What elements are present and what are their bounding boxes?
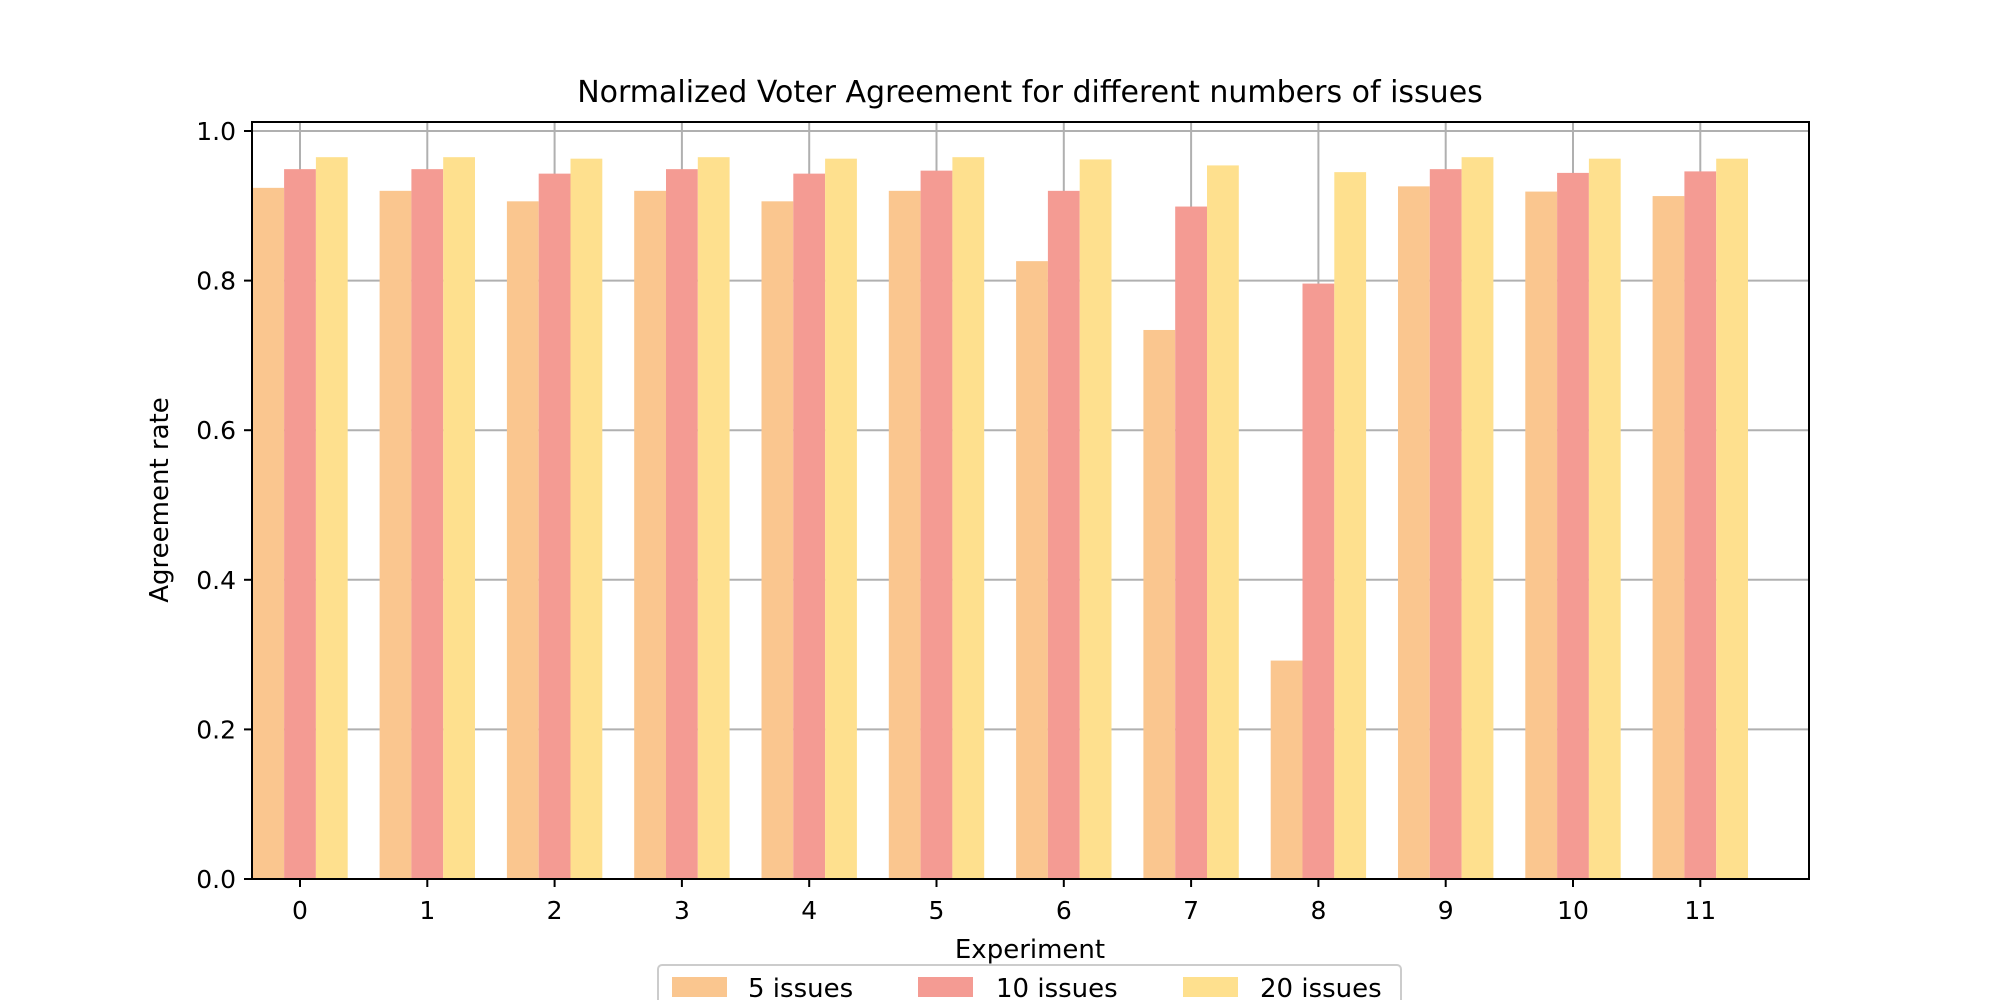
bar-10-issues-exp-3 — [666, 169, 698, 879]
plot-frame — [251, 121, 1810, 880]
bar-5-issues-exp-10 — [1525, 191, 1558, 879]
bar-10-issues-exp-10 — [1557, 172, 1589, 879]
legend-swatch — [1183, 977, 1238, 997]
bar-10-issues-exp-5 — [920, 170, 953, 880]
legend: 5 issues 10 issues 20 issues — [657, 964, 1402, 1000]
axis-ticks: 0.0 0.2 0.4 0.6 0.8 1.0 0 1 2 3 4 5 6 7 8 9 10 11 — [196, 117, 1716, 925]
bar-10-issues-exp-4 — [793, 173, 826, 880]
y-axis-label: Agreement rate — [145, 397, 175, 602]
bar-5-issues-exp-8 — [1270, 660, 1303, 879]
bar-20-issues-exp-1 — [443, 157, 475, 879]
bar-10-issues-exp-6 — [1047, 190, 1080, 880]
bar-20-issues-exp-10 — [1588, 158, 1621, 879]
bar-20-issues-exp-9 — [1461, 157, 1494, 879]
bar-10-issues-exp-8 — [1302, 283, 1335, 879]
x-tick-label: 7 — [1183, 896, 1199, 925]
legend-label: 10 issues — [996, 974, 1118, 1000]
bar-10-issues-exp-7 — [1175, 206, 1207, 880]
bar-5-issues-exp-2 — [506, 201, 539, 879]
bar-5-issues-exp-6 — [1016, 261, 1048, 880]
bar-5-issues-exp-3 — [634, 190, 666, 880]
chart-title: Normalized Voter Agreement for different… — [577, 75, 1483, 110]
bar-20-issues-exp-11 — [1716, 158, 1748, 879]
bar-20-issues-exp-5 — [952, 157, 985, 879]
bar-20-issues-exp-4 — [825, 158, 857, 879]
x-tick-label: 8 — [1310, 896, 1326, 925]
bar-5-issues-exp-9 — [1398, 186, 1430, 880]
bar-20-issues-exp-2 — [570, 158, 603, 879]
bar-10-issues-exp-2 — [538, 173, 571, 880]
x-tick-label: 0 — [292, 896, 308, 925]
bar-5-issues-exp-0 — [252, 187, 285, 879]
x-tick-label: 3 — [674, 896, 690, 925]
bar-10-issues-exp-11 — [1684, 171, 1717, 880]
bar-20-issues-exp-8 — [1334, 172, 1367, 879]
x-tick-label: 6 — [1056, 896, 1072, 925]
x-tick-label: 10 — [1557, 896, 1589, 925]
y-tick-label: 0.2 — [196, 715, 236, 744]
bar-10-issues-exp-0 — [284, 169, 316, 879]
x-tick-label: 5 — [929, 896, 945, 925]
bar-20-issues-exp-6 — [1079, 159, 1112, 879]
x-tick-label: 9 — [1438, 896, 1454, 925]
legend-swatch — [918, 977, 973, 997]
bar-10-issues-exp-1 — [411, 169, 444, 879]
x-tick-label: 4 — [801, 896, 817, 925]
y-tick-label: 0.8 — [196, 267, 236, 296]
x-tick-label: 2 — [547, 896, 563, 925]
bar-20-issues-exp-7 — [1207, 165, 1239, 879]
bar-20-issues-exp-3 — [697, 157, 730, 879]
y-tick-label: 0.4 — [196, 566, 236, 595]
bar-5-issues-exp-5 — [888, 190, 921, 880]
bar-5-issues-exp-1 — [379, 190, 412, 880]
bars — [252, 157, 1748, 880]
legend-label: 20 issues — [1260, 974, 1382, 1000]
bar-5-issues-exp-4 — [761, 201, 794, 879]
x-tick-label: 11 — [1684, 896, 1716, 925]
bar-10-issues-exp-9 — [1429, 169, 1462, 879]
y-tick-label: 0.6 — [196, 416, 236, 445]
bar-5-issues-exp-11 — [1652, 196, 1685, 880]
bar-20-issues-exp-0 — [315, 157, 348, 879]
y-tick-label: 0.0 — [196, 865, 236, 894]
legend-swatch — [672, 977, 727, 997]
x-axis-label: Experiment — [955, 935, 1105, 965]
bar-5-issues-exp-7 — [1143, 329, 1176, 879]
x-tick-label: 1 — [419, 896, 435, 925]
legend-label: 5 issues — [748, 974, 853, 1000]
y-tick-label: 1.0 — [196, 117, 236, 146]
